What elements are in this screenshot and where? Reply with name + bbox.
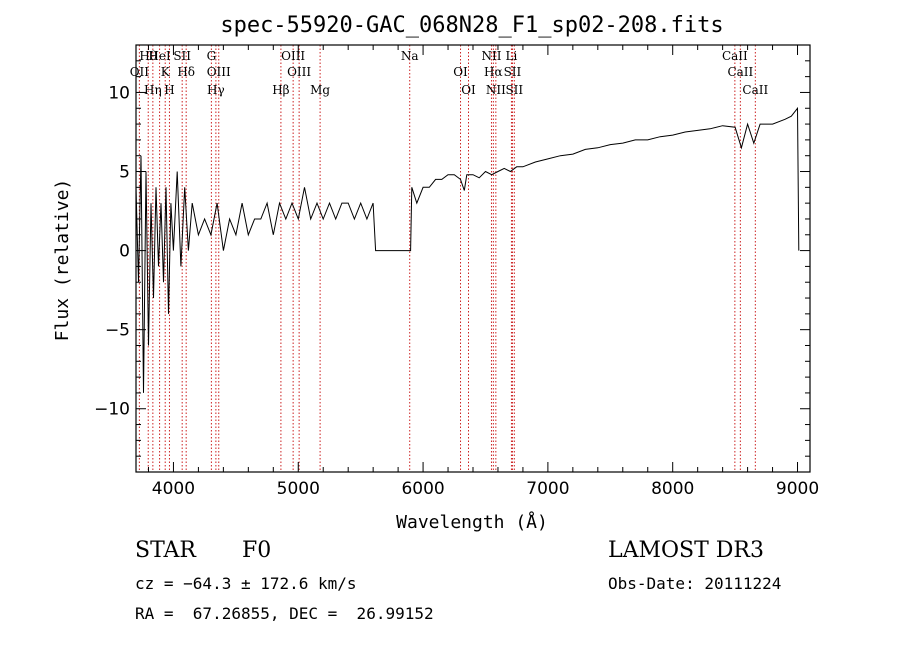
y-tick-label-1: −5 xyxy=(105,321,130,341)
y-tick-label-3: 5 xyxy=(119,163,130,183)
y-tick-label-4: 10 xyxy=(108,83,130,103)
line-label-19: Hα xyxy=(484,65,503,79)
line-label-17: OI xyxy=(461,83,476,97)
line-label-0: Hθ xyxy=(139,49,157,63)
line-label-13: OIII xyxy=(287,65,311,79)
line-label-5: H xyxy=(164,83,174,97)
axis-ticks: 4000 5000 6000 7000 8000 9000 −10 −5 0 5 10 xyxy=(94,45,819,499)
plot-frame xyxy=(135,44,811,473)
x-tick-label-5: 9000 xyxy=(776,479,819,499)
observation-date: Obs-Date: 20111224 xyxy=(608,574,782,593)
line-labels: Hθ OII Hη HeI KH SII Hδ Hγ G OIII Hβ OIII OIII Mg Na OI… xyxy=(130,49,769,97)
y-tick-label-2: 0 xyxy=(119,242,130,262)
object-class: STAR xyxy=(135,538,196,563)
line-label-12: OIII xyxy=(281,49,305,63)
line-label-6: SII xyxy=(173,49,191,63)
line-label-11: Hβ xyxy=(272,83,289,97)
line-label-20: NII xyxy=(486,83,506,97)
line-label-3: HeI xyxy=(148,49,171,63)
line-label-18: NII xyxy=(481,49,501,63)
line-label-15: Na xyxy=(401,49,419,63)
coordinates: RA = 67.26855, DEC = 26.99152 xyxy=(135,604,434,623)
y-tick-label-0: −10 xyxy=(94,400,130,420)
line-label-23: SII xyxy=(505,83,523,97)
line-label-14: Mg xyxy=(310,83,330,97)
y-axis-label: Flux (relative) xyxy=(52,179,73,342)
x-tick-label-4: 8000 xyxy=(651,479,694,499)
line-label-4: K xyxy=(161,65,171,79)
line-label-8: Hγ xyxy=(207,83,225,97)
line-label-7: Hδ xyxy=(177,65,195,79)
line-label-9: G xyxy=(207,49,217,63)
x-tick-label-2: 6000 xyxy=(401,479,444,499)
chart-title: spec-55920-GAC_068N28_F1_sp02-208.fits xyxy=(220,13,723,38)
series-flux xyxy=(135,106,800,393)
x-axis-label: Wavelength (Å) xyxy=(396,511,548,533)
series-layer xyxy=(135,106,800,393)
line-label-24: CaII xyxy=(722,49,748,63)
x-tick-label-1: 5000 xyxy=(277,479,320,499)
survey-name: LAMOST DR3 xyxy=(608,538,764,563)
x-tick-label-3: 7000 xyxy=(526,479,569,499)
line-label-26: CaII xyxy=(742,83,768,97)
line-label-21: Li xyxy=(506,49,518,63)
line-label-1: OII xyxy=(130,65,150,79)
line-label-25: CaII xyxy=(727,65,753,79)
spectral-subclass: F0 xyxy=(242,538,272,563)
line-label-22: SII xyxy=(504,65,522,79)
x-tick-label-0: 4000 xyxy=(152,479,195,499)
line-label-16: OI xyxy=(453,65,468,79)
redshift-velocity: cz = −64.3 ± 172.6 km/s xyxy=(135,574,357,593)
emission-line-markers xyxy=(138,45,756,472)
line-label-2: Hη xyxy=(144,83,162,97)
line-label-10: OIII xyxy=(207,65,231,79)
